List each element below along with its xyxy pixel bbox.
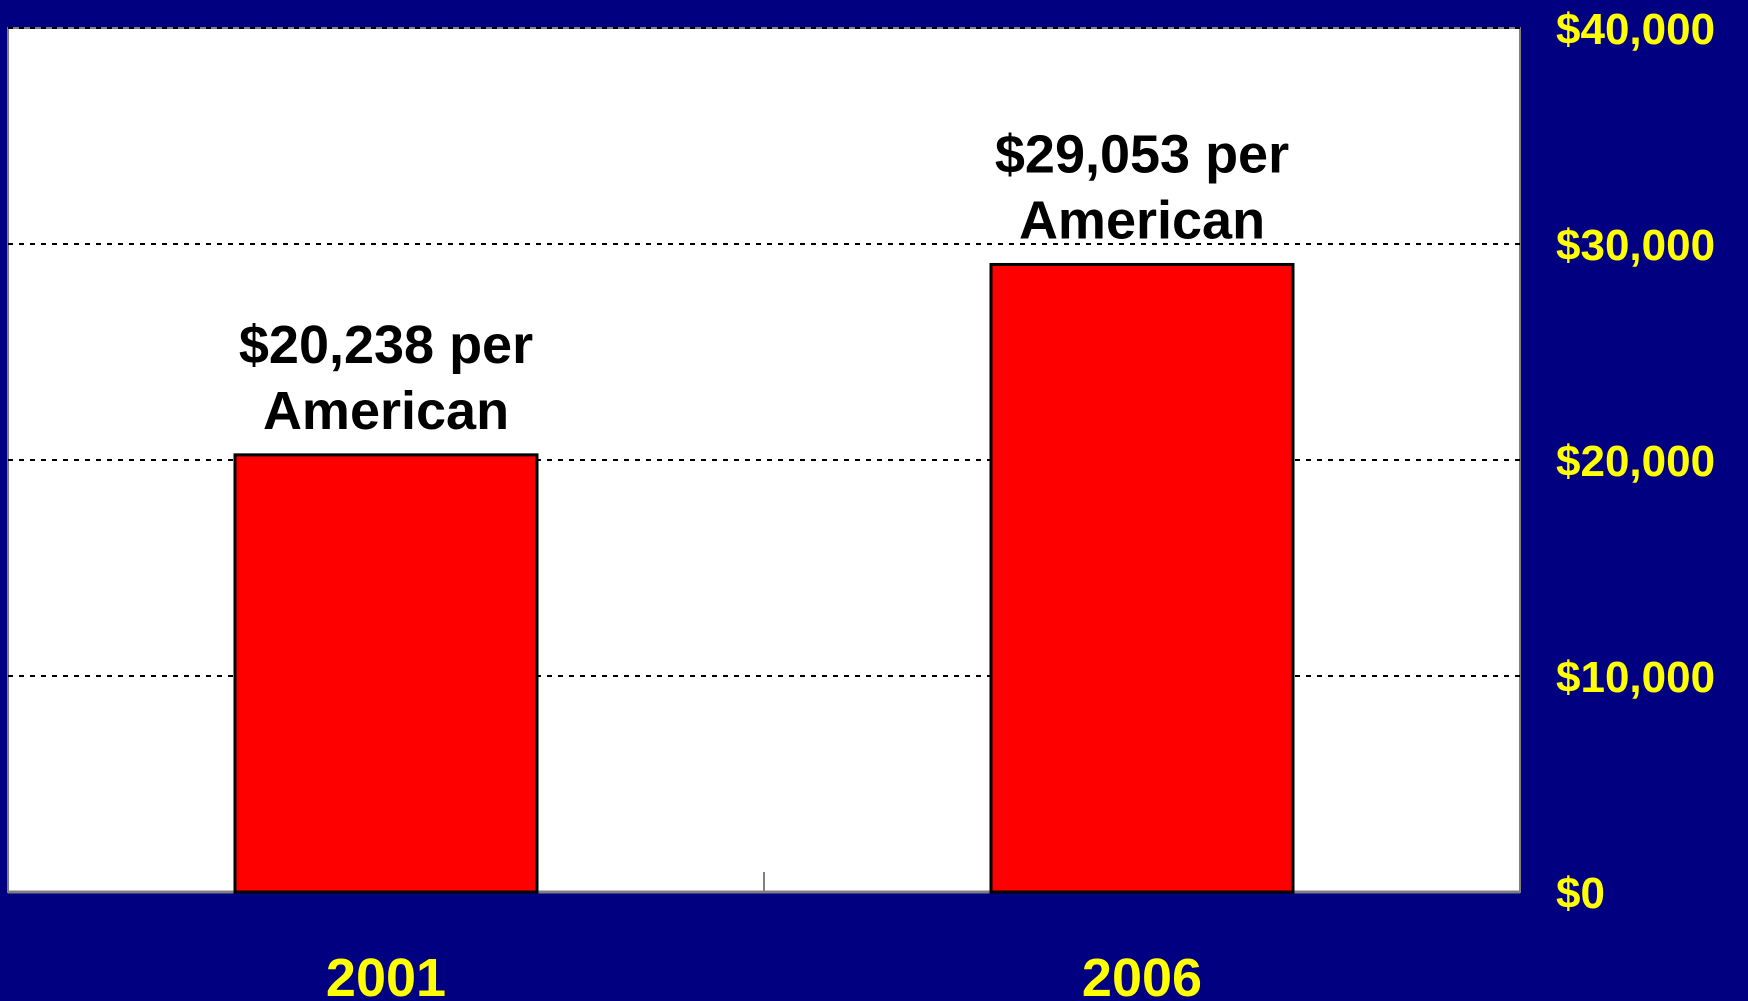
y-tick-label-0: $0 <box>1556 869 1605 918</box>
data-label-2006-line-1: $29,053 per <box>995 124 1289 184</box>
x-tick-label-2001: 2001 <box>326 948 446 1001</box>
bar-2001 <box>233 453 539 894</box>
data-label-2006-line-2: American <box>1019 190 1265 250</box>
y-tick-label-20000: $20,000 <box>1556 437 1715 486</box>
y-tick-label-30000: $30,000 <box>1556 221 1715 270</box>
x-tick-label-2006: 2006 <box>1082 948 1202 1001</box>
y-tick-label-40000: $40,000 <box>1556 5 1715 54</box>
data-label-2001-line-1: $20,238 per <box>239 315 533 375</box>
y-tick-label-10000: $10,000 <box>1556 653 1715 702</box>
bar-2006 <box>989 262 1295 894</box>
data-label-2001-line-2: American <box>263 381 509 441</box>
